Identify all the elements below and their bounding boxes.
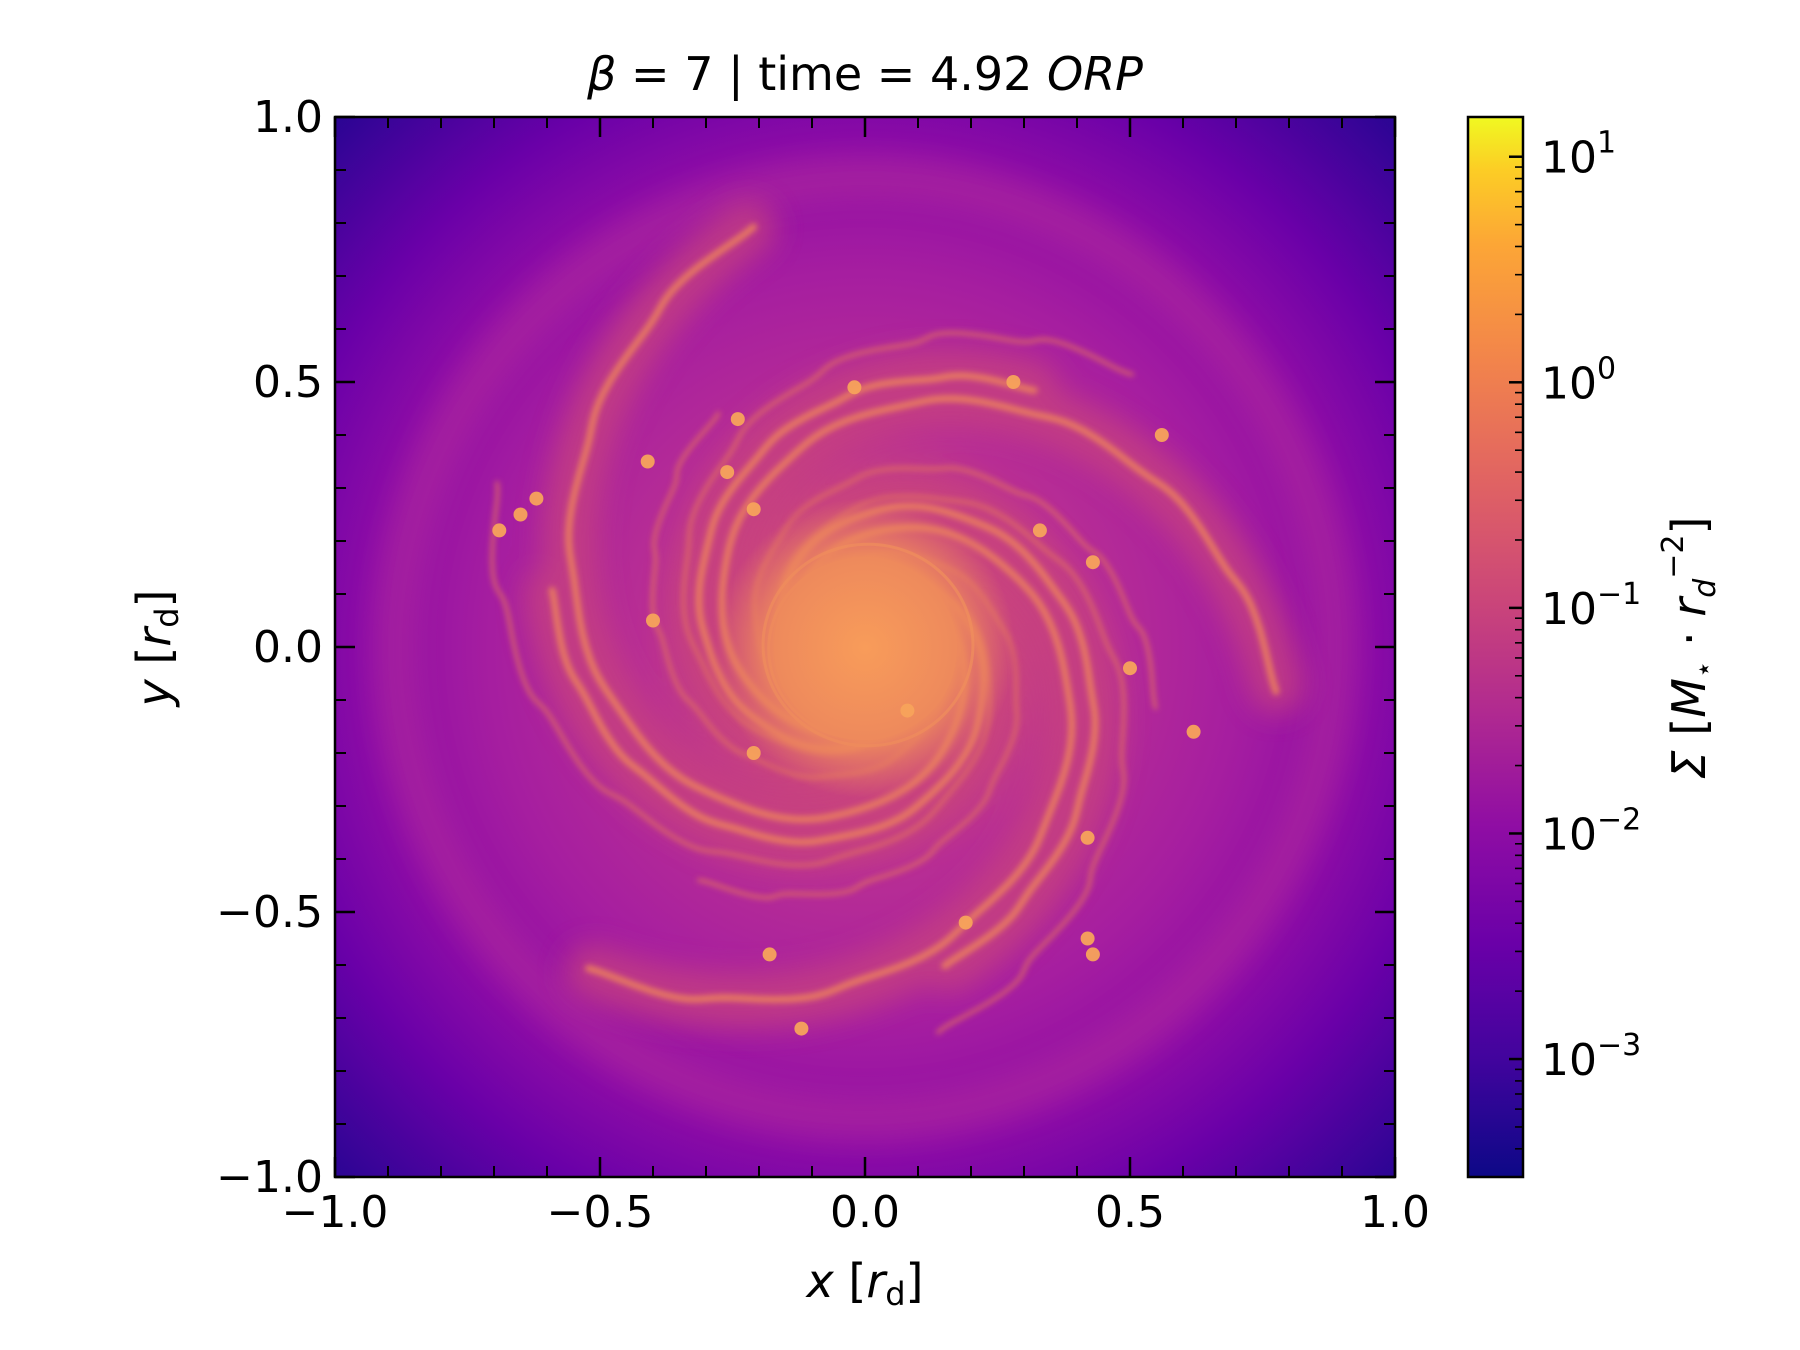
y-tick-label: 0.5 — [253, 357, 323, 408]
colorbar-tick-label: 10−2 — [1541, 802, 1641, 860]
y-tick-label: −0.5 — [216, 887, 323, 938]
x-axis-label: x [rd] — [805, 1254, 924, 1313]
density-clump — [847, 380, 862, 395]
x-tick-label: 1.0 — [1360, 1187, 1430, 1238]
density-clump — [529, 491, 544, 506]
density-clump — [730, 412, 745, 427]
density-clump — [1123, 661, 1137, 676]
y-tick-label: 0.0 — [253, 622, 323, 673]
spiral-arm-filament — [490, 481, 992, 868]
y-tick-label: −1.0 — [216, 1152, 323, 1203]
x-tick-label: −1.0 — [282, 1187, 389, 1238]
heatmap-plot-area — [335, 117, 1395, 1177]
density-clump — [513, 507, 528, 522]
density-clump — [762, 947, 777, 962]
spiral-arm-filament — [777, 494, 1126, 1035]
density-clump — [640, 454, 655, 469]
density-clump — [1080, 830, 1095, 845]
density-clumps — [492, 375, 1201, 1036]
colorbar-ticks: 10−3 10−2 10−1 100 101 — [1509, 126, 1641, 1178]
colorbar-tick-label: 100 — [1541, 351, 1616, 409]
density-clump — [492, 523, 507, 538]
colorbar-tick-label: 101 — [1541, 126, 1616, 184]
density-clump — [958, 915, 973, 930]
y-tick-label: 1.0 — [253, 92, 323, 143]
density-clump — [1080, 931, 1095, 946]
y-axis-ticks: −1.0 −0.5 0.0 0.5 1.0 — [216, 92, 1395, 1203]
colorbar-tick-label: 10−3 — [1541, 1028, 1641, 1086]
density-clump — [1006, 375, 1021, 389]
density-clump — [1154, 428, 1169, 442]
chart-title: β = 7 | time = 4.92 ORP — [586, 47, 1143, 102]
colorbar: 10−3 10−2 10−1 100 101 Σ [M⋆ · rd−2] — [1466, 115, 1723, 1179]
x-tick-label: −0.5 — [547, 1187, 654, 1238]
x-tick-label: 0.0 — [830, 1187, 900, 1238]
x-tick-label: 0.5 — [1095, 1187, 1165, 1238]
density-clump — [794, 1021, 809, 1036]
density-clump — [746, 746, 761, 760]
colorbar-label: Σ [M⋆ · rd−2] — [1656, 517, 1723, 780]
density-clump — [1186, 724, 1201, 739]
density-clump — [746, 502, 761, 517]
y-axis-label: y [rd] — [127, 590, 186, 709]
density-clump — [1085, 555, 1100, 570]
colorbar-tick-label: 10−1 — [1541, 577, 1641, 635]
density-clump — [720, 465, 735, 480]
density-clump — [1032, 523, 1047, 538]
density-clump — [1085, 947, 1100, 962]
outer-density-ring — [375, 158, 1355, 1138]
x-axis-ticks: −1.0 −0.5 0.0 0.5 1.0 — [282, 117, 1430, 1238]
density-core — [715, 498, 1015, 798]
density-clump — [900, 703, 915, 718]
colorbar-gradient — [1466, 115, 1525, 1179]
density-clump — [646, 613, 660, 628]
